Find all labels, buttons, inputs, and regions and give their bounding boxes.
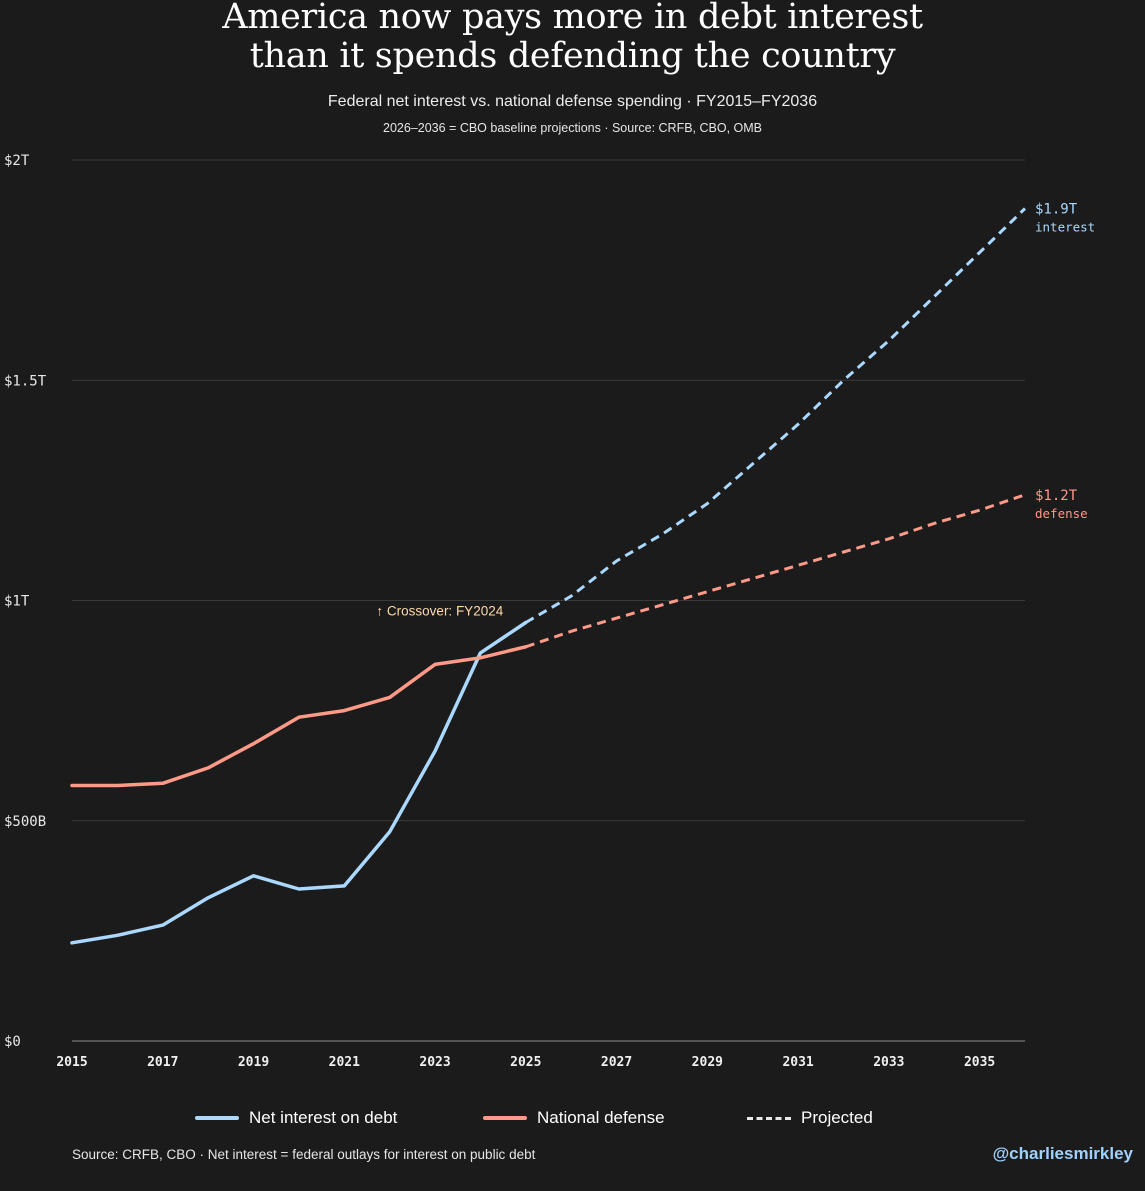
title-line-1: America now pays more in debt interest (222, 0, 923, 37)
x-tick-label: 2033 (873, 1055, 904, 1070)
legend-item-interest: Net interest on debt (195, 1108, 397, 1128)
legend-swatch-interest (195, 1116, 239, 1120)
chart-subtitle: Federal net interest vs. national defens… (327, 93, 818, 110)
x-tick-label: 2021 (329, 1055, 360, 1070)
series-projected-line-interest (525, 207, 1027, 624)
legend-label-projected: Projected (801, 1108, 873, 1127)
chart-note: 2026–2036 = CBO baseline projections · S… (383, 121, 762, 135)
x-tick-label: 2017 (147, 1055, 178, 1070)
crossover-annotation: ↑ Crossover: FY2024 (376, 603, 503, 618)
legend: Net interest on debt National defense Pr… (0, 1108, 1145, 1132)
y-tick-label: $2T (4, 153, 30, 169)
y-tick-label: $0 (4, 1034, 21, 1050)
x-tick-label: 2023 (419, 1055, 450, 1070)
y-tick-label: $500B (4, 814, 46, 830)
legend-item-defense: National defense (483, 1108, 665, 1128)
end-label-defense: $1.2T (1035, 488, 1078, 504)
end-label-interest: $1.9T (1035, 201, 1078, 217)
x-tick-label: 2019 (238, 1055, 269, 1070)
legend-label-interest: Net interest on debt (249, 1108, 398, 1127)
chart-canvas: $0 $500B $1T $1.5T $2T 2015 2017 2019 2021 2023 20… (4, 153, 1095, 1070)
x-tick-label: 2027 (601, 1055, 632, 1070)
series-line-defense (70, 645, 528, 788)
end-sublabel-interest: interest (1035, 219, 1095, 234)
end-sublabel-defense: defense (1035, 506, 1088, 521)
y-tick-label: $1T (4, 594, 30, 610)
legend-item-projected: Projected (747, 1108, 873, 1128)
chart-title: America now pays more in debt interest t… (0, 0, 1145, 76)
y-tick-label: $1.5T (4, 373, 47, 389)
x-tick-label: 2031 (782, 1055, 813, 1070)
source-note: Source: CRFB, CBO · Net interest = feder… (72, 1147, 536, 1162)
x-tick-label: 2035 (964, 1055, 995, 1070)
title-line-2: than it spends defending the country (249, 36, 896, 76)
x-tick-label: 2025 (510, 1055, 541, 1070)
series-line-interest (70, 620, 528, 945)
author-handle[interactable]: @charliesmirkley (992, 1144, 1133, 1163)
legend-swatch-projected (747, 1116, 791, 1120)
x-tick-label: 2015 (56, 1055, 87, 1070)
series-projected-line-defense (525, 493, 1026, 649)
x-tick-label: 2029 (692, 1055, 723, 1070)
legend-label-defense: National defense (537, 1108, 665, 1127)
legend-swatch-defense (483, 1116, 527, 1120)
